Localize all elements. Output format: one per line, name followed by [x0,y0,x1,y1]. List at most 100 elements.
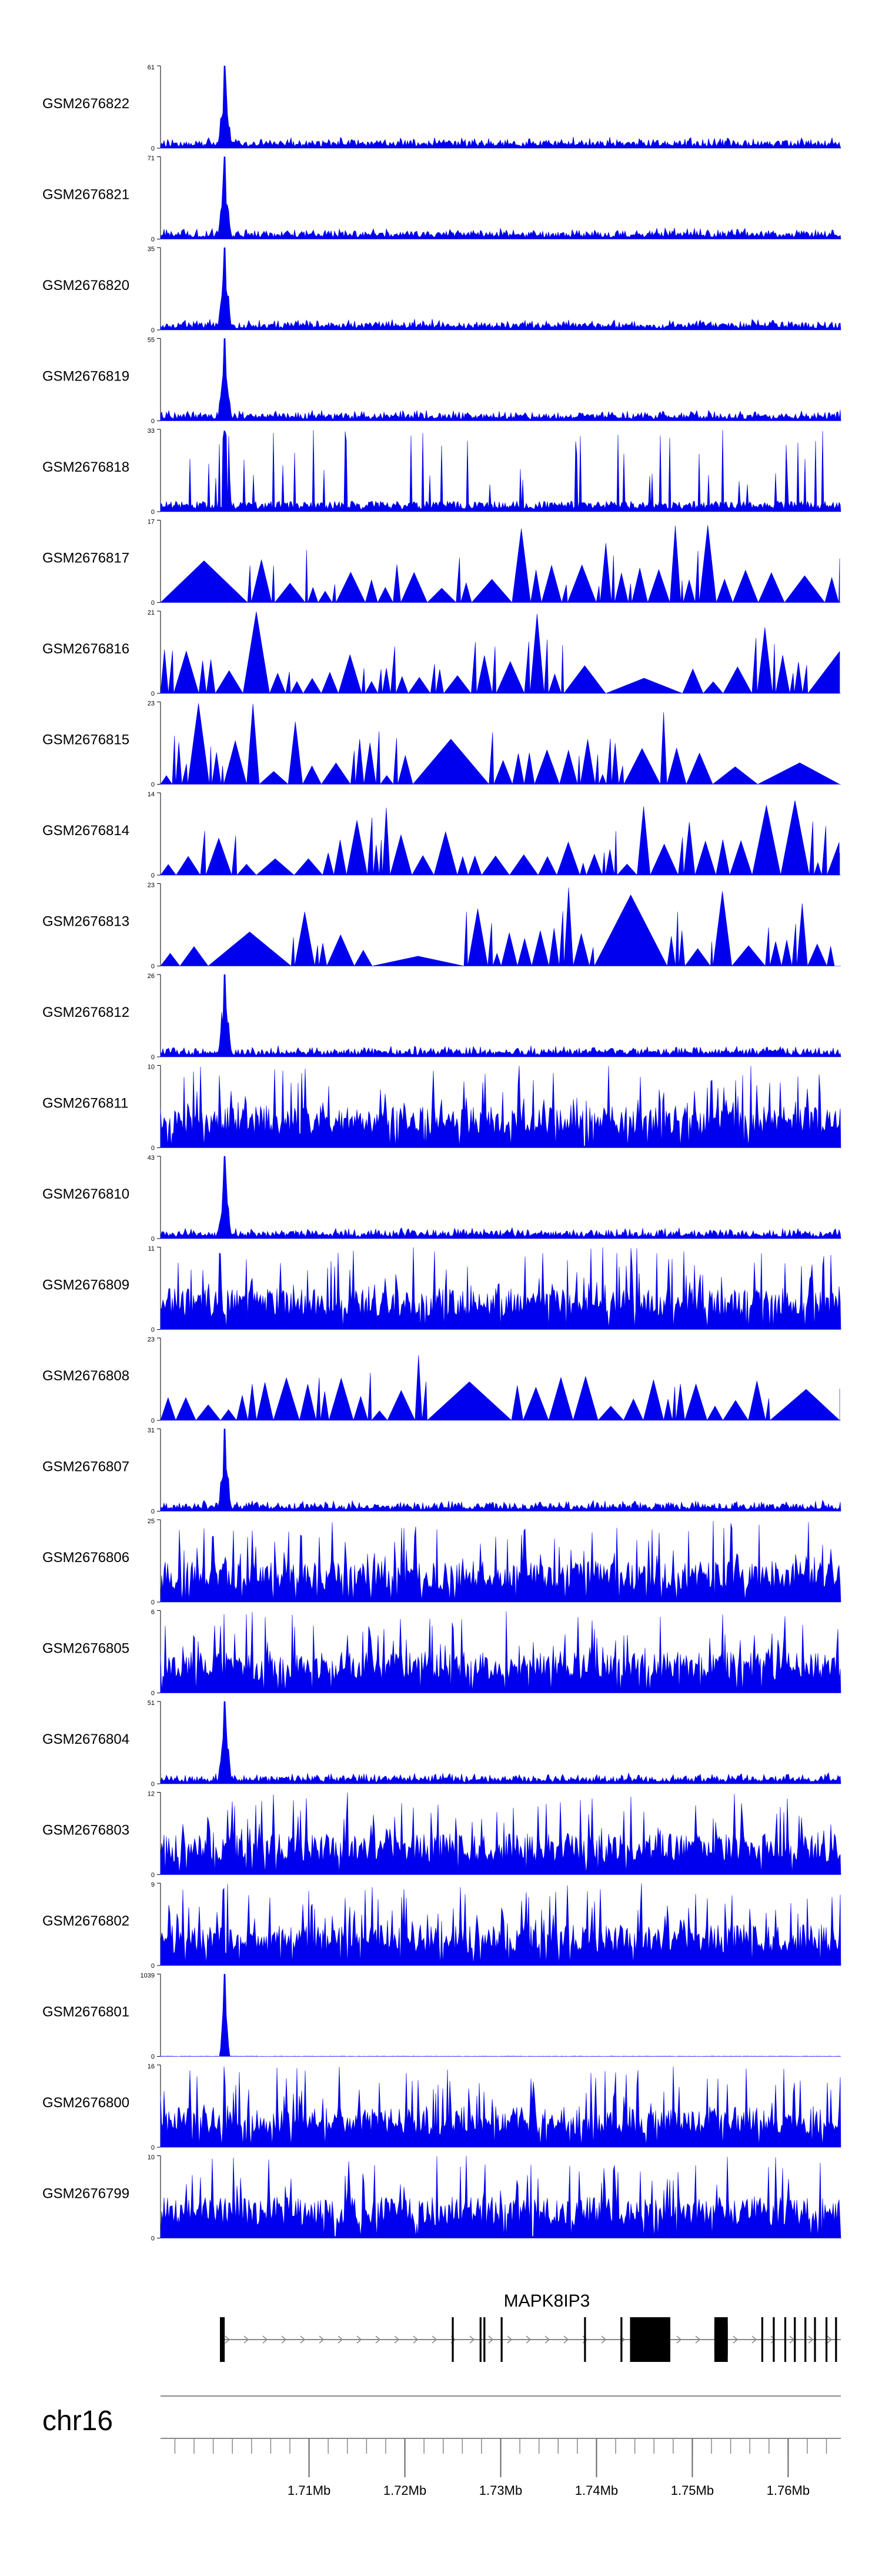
y-min-label: 0 [151,1327,155,1334]
exon [825,2317,828,2362]
y-min-label: 0 [151,2144,155,2151]
track-GSM2676821: GSM2676821 71 0 [42,155,841,243]
coverage-area [160,1883,841,1966]
track-GSM2676808: GSM2676808 23 0 [42,1336,841,1424]
coverage-area [160,800,841,876]
y-max-label: 6 [151,1609,155,1616]
y-min-label: 0 [151,1509,155,1516]
track-label: GSM2676813 [42,914,129,930]
exon [794,2317,796,2362]
x-tick-label: 1.74Mb [575,2483,618,2498]
track-GSM2676804: GSM2676804 51 0 [42,1700,841,1788]
track-label: GSM2676801 [42,2004,129,2020]
strand-arrow [488,2335,494,2344]
y-max-label: 71 [148,155,155,162]
strand-arrow [356,2335,362,2344]
coverage-area [160,65,841,149]
coverage-area [160,2066,841,2148]
y-max-label: 10 [148,2154,155,2161]
y-max-label: 1039 [141,1973,155,1980]
y-min-label: 0 [151,1599,155,1606]
track-label: GSM2676817 [42,550,129,566]
coverage-area [160,1247,841,1330]
track-GSM2676811: GSM2676811 10 0 [42,1064,841,1152]
track-label: GSM2676799 [42,2186,129,2202]
y-max-label: 16 [148,2063,155,2070]
y-max-label: 55 [148,337,155,344]
exon [584,2317,586,2362]
track-label: GSM2676822 [42,96,129,112]
strand-arrow [394,2335,400,2344]
track-GSM2676806: GSM2676806 25 0 [42,1518,841,1606]
strand-arrow [601,2335,607,2344]
chromosome-label: chr16 [42,2405,113,2437]
y-max-label: 14 [148,791,155,798]
track-GSM2676800: GSM2676800 16 0 [42,2063,841,2151]
coding-exon [714,2324,728,2355]
y-min-label: 0 [151,509,155,516]
strand-arrow [225,2335,230,2344]
track-label: GSM2676811 [42,1096,128,1112]
y-max-label: 51 [148,1700,155,1707]
x-tick-label: 1.72Mb [383,2483,426,2498]
strand-arrow [733,2335,739,2344]
coverage-area [160,887,841,967]
strand-arrow [827,2335,833,2344]
track-GSM2676802: GSM2676802 9 0 [42,1881,841,1970]
x-tick-label: 1.76Mb [767,2483,810,2498]
coverage-area [160,525,841,603]
coding-exon [630,2324,670,2355]
x-tick-label: 1.73Mb [479,2483,522,2498]
track-GSM2676822: GSM2676822 61 0 [42,64,841,152]
strand-arrow [544,2335,550,2344]
y-min-label: 0 [151,2054,155,2061]
track-label: GSM2676820 [42,278,129,293]
track-label: GSM2676821 [42,187,129,203]
track-label: GSM2676810 [42,1186,129,1202]
y-max-label: 12 [148,1791,155,1798]
strand-arrow [676,2335,682,2344]
y-max-label: 23 [148,1336,155,1343]
coverage-area [160,2155,841,2238]
coverage-area [160,1701,841,1784]
exon [784,2317,787,2362]
strand-arrow [526,2335,532,2344]
gene-name: MAPK8IP3 [504,2291,590,2311]
coverage-area [160,247,841,331]
y-max-label: 33 [148,428,155,435]
track-GSM2676805: GSM2676805 6 0 [42,1609,841,1697]
y-min-label: 0 [151,1872,155,1879]
y-min-label: 0 [151,872,155,879]
exon [479,2317,482,2362]
x-tick-label: 1.71Mb [288,2483,330,2498]
track-GSM2676814: GSM2676814 14 0 [42,791,841,879]
y-min-label: 0 [151,327,155,334]
track-GSM2676801: GSM2676801 1039 0 [42,1973,841,2061]
coverage-area [160,1066,841,1148]
track-GSM2676809: GSM2676809 11 0 [42,1246,841,1334]
strand-arrow [300,2335,306,2344]
strand-arrow [243,2335,249,2344]
coverage-area [160,1611,841,1693]
coverage-area [160,1974,841,2057]
y-max-label: 23 [148,700,155,708]
y-max-label: 10 [148,1064,155,1071]
coverage-area [160,974,841,1057]
strand-arrow [789,2335,795,2344]
y-min-label: 0 [151,1781,155,1788]
strand-arrow [770,2335,776,2344]
exon [452,2317,454,2362]
y-max-label: 26 [148,973,155,980]
strand-arrow [413,2335,419,2344]
y-min-label: 0 [151,145,155,152]
y-min-label: 0 [151,600,155,607]
track-label: GSM2676814 [42,823,129,839]
coverage-area [160,1792,841,1875]
y-max-label: 17 [148,519,155,526]
exon [835,2317,837,2362]
exon [220,2317,225,2362]
y-max-label: 21 [148,609,155,616]
strand-arrow [695,2335,701,2344]
coverage-area [160,1355,841,1422]
track-label: GSM2676818 [42,459,129,475]
